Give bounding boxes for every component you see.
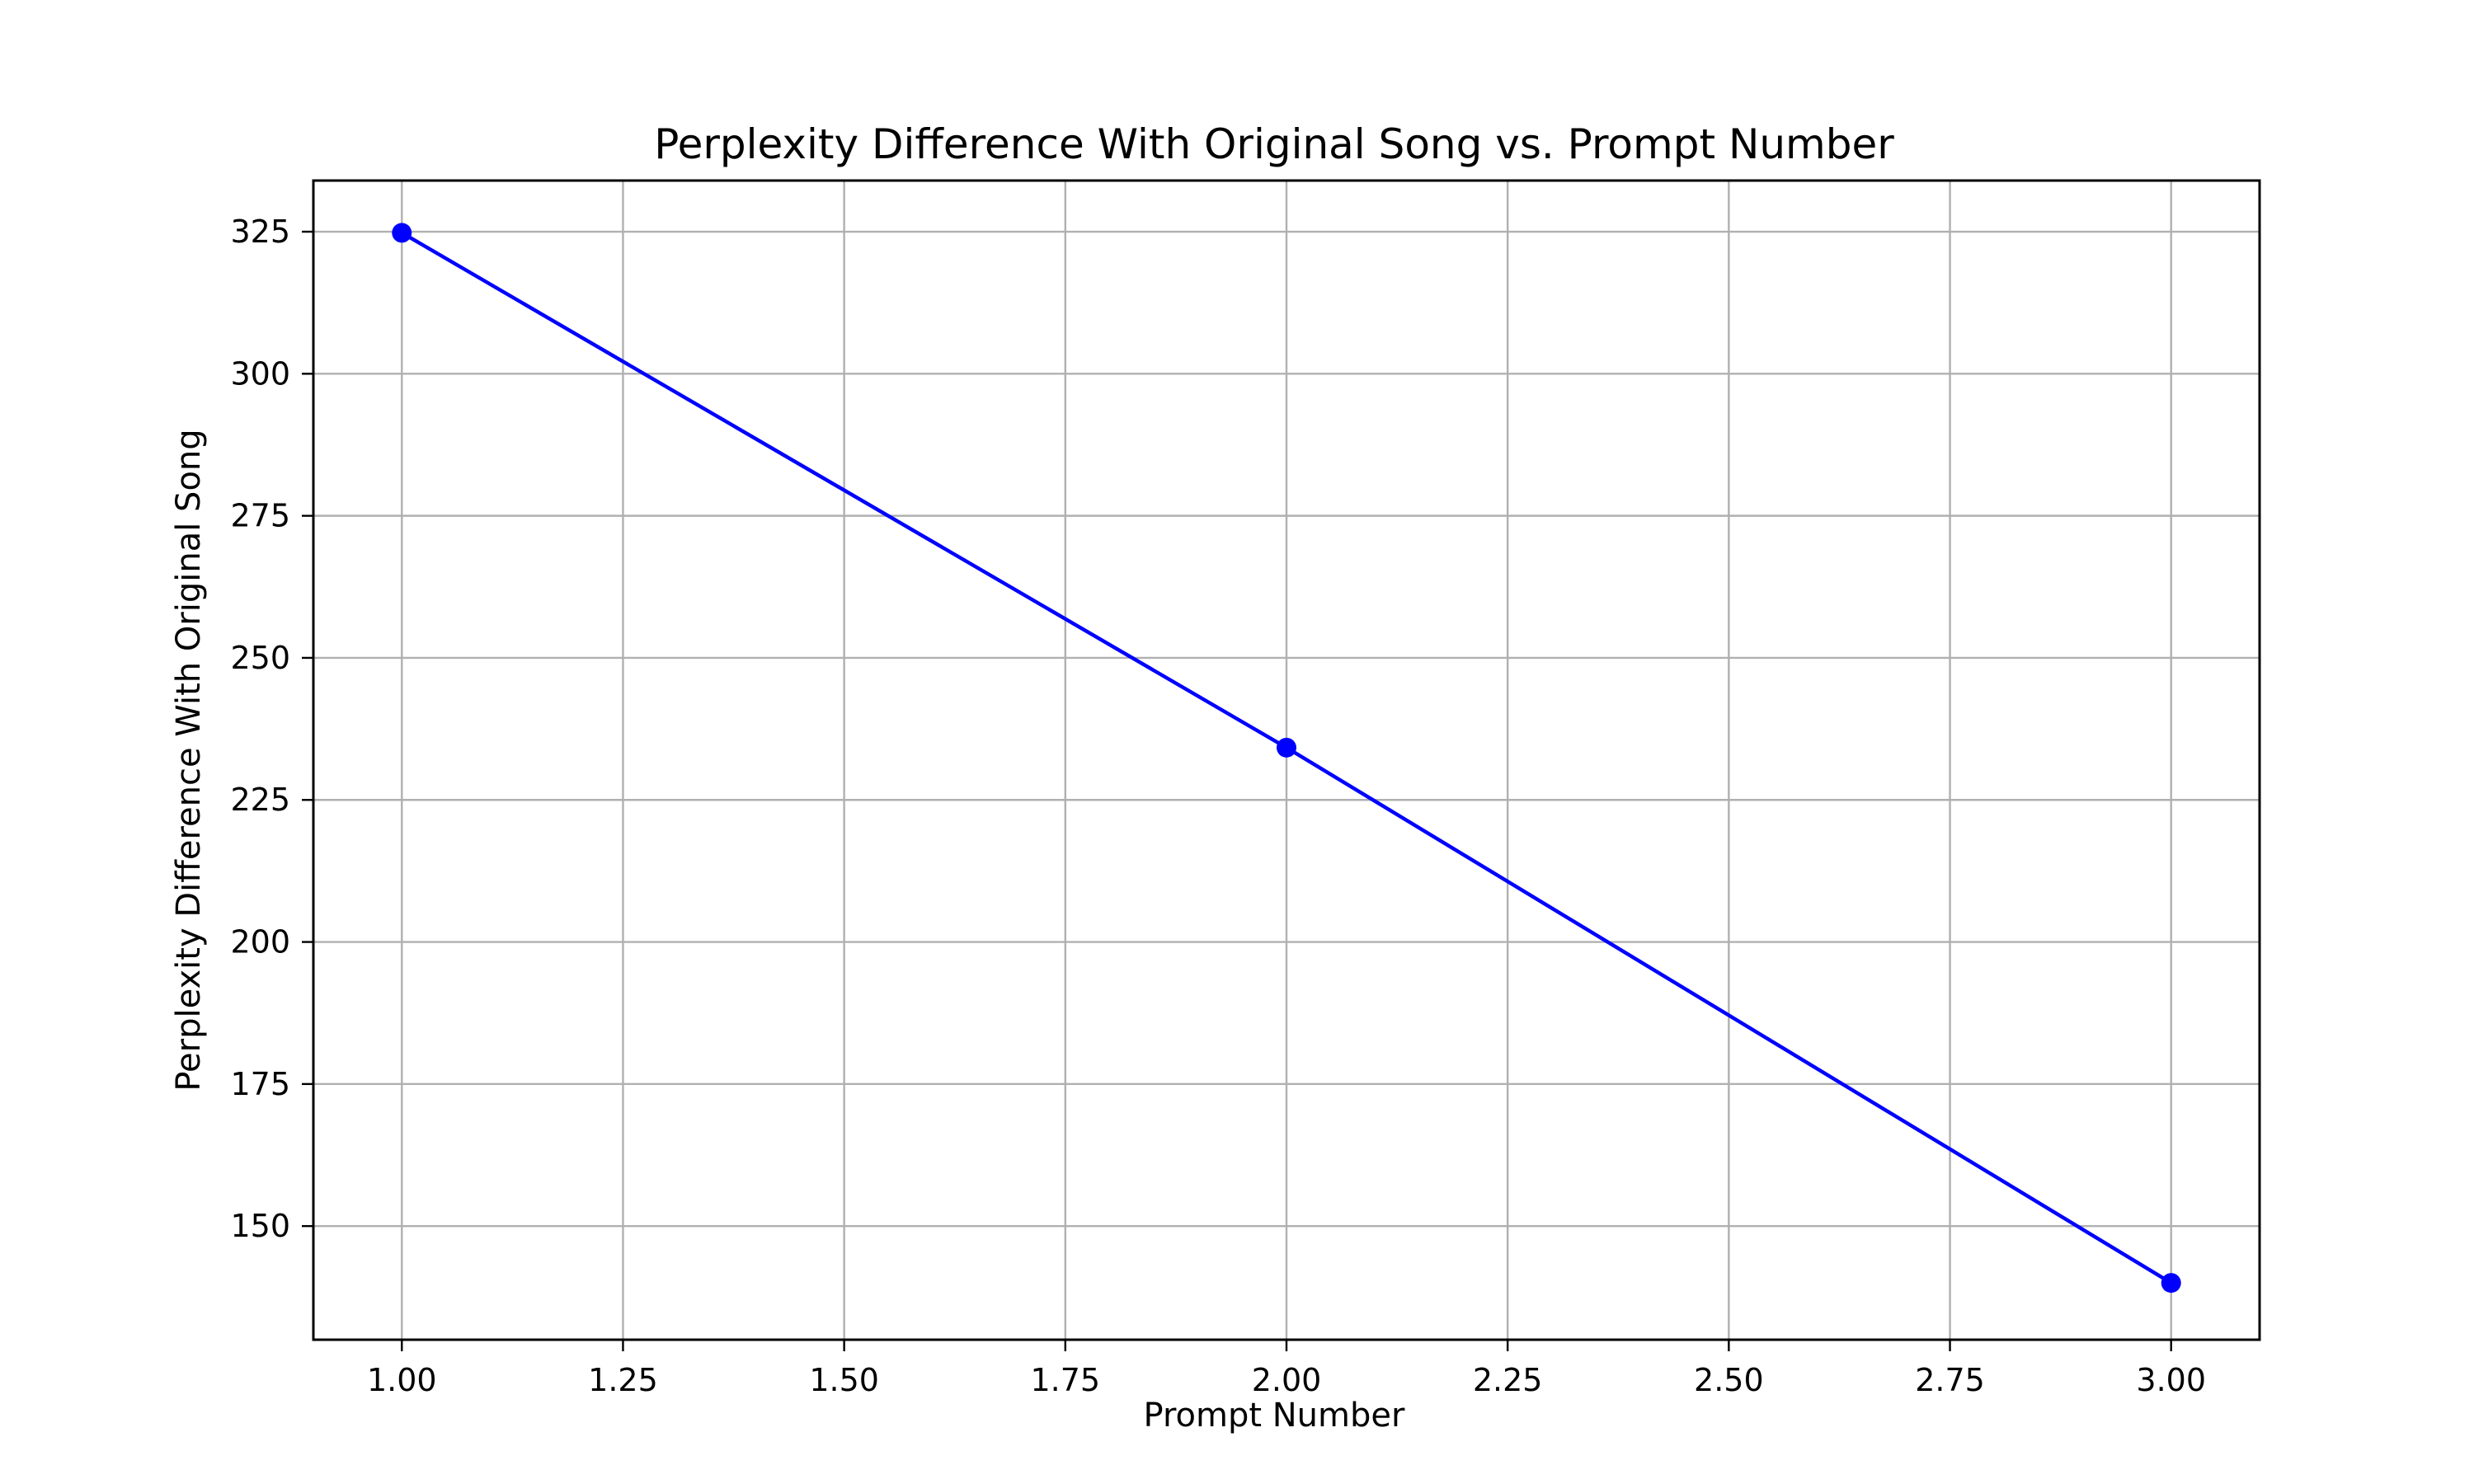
x-tick-label: 1.25 xyxy=(588,1362,658,1398)
x-tick-label: 2.50 xyxy=(1694,1362,1764,1398)
x-tick-label: 2.75 xyxy=(1915,1362,1985,1398)
x-tick-label: 1.50 xyxy=(809,1362,879,1398)
tick-layer: 1.00 1.25 1.50 1.75 2.00 2.25 2.50 2.75 3.00 150 1… xyxy=(230,214,2206,1398)
chart-title: Perplexity Difference With Original Song… xyxy=(654,120,1894,168)
y-tick-label: 150 xyxy=(230,1208,290,1244)
y-tick-label: 275 xyxy=(230,498,290,534)
y-tick-label: 300 xyxy=(230,355,290,392)
y-tick-label: 250 xyxy=(230,640,290,676)
x-tick-label: 2.00 xyxy=(1252,1362,1322,1398)
y-tick-label: 200 xyxy=(230,924,290,960)
y-tick-label: 175 xyxy=(230,1066,290,1102)
x-tick-label: 3.00 xyxy=(2136,1362,2206,1398)
x-tick-label: 1.75 xyxy=(1031,1362,1101,1398)
x-tick-label: 1.00 xyxy=(367,1362,437,1398)
x-tick-label: 2.25 xyxy=(1473,1362,1543,1398)
data-layer xyxy=(392,223,2181,1294)
data-point xyxy=(2161,1273,2181,1294)
y-axis-label: Perplexity Difference With Original Song xyxy=(170,429,208,1091)
y-tick-label: 325 xyxy=(230,214,290,250)
data-point xyxy=(1277,737,1296,758)
y-tick-label: 225 xyxy=(230,782,290,818)
grid-layer xyxy=(313,181,2260,1340)
data-point xyxy=(392,223,412,243)
x-axis-label: Prompt Number xyxy=(1144,1397,1405,1435)
